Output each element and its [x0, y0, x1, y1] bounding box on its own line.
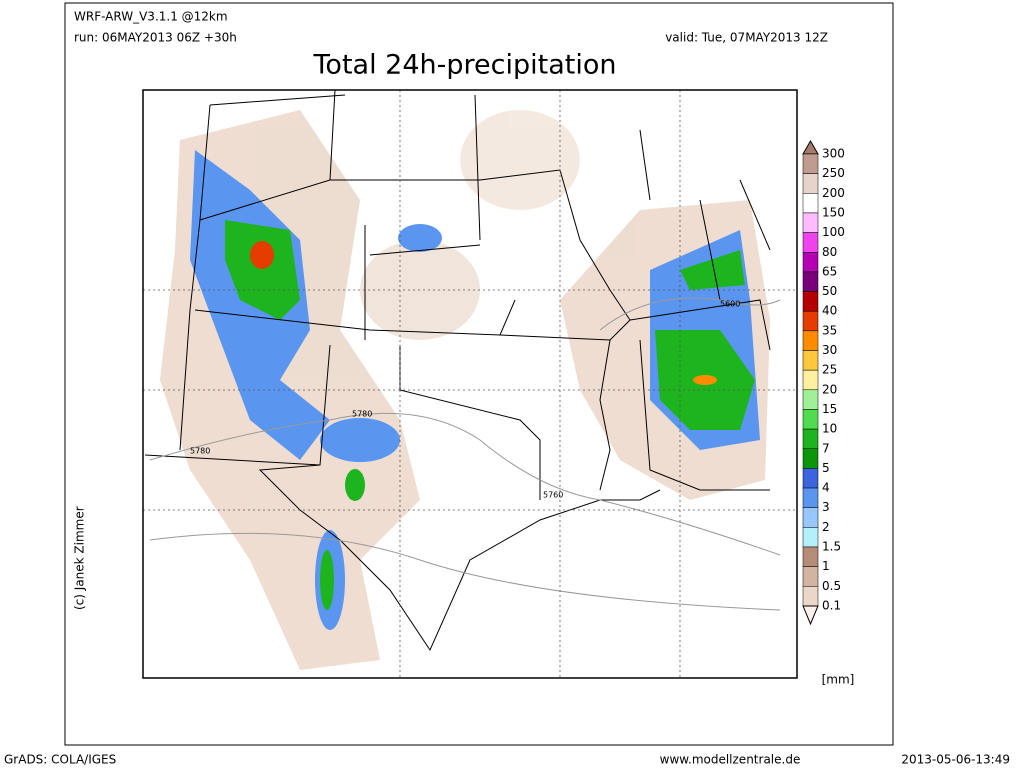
colorbar-box — [802, 527, 819, 548]
colorbar-box — [802, 468, 819, 489]
colorbar-label: 200 — [822, 186, 845, 200]
contour-label: 5780 — [190, 447, 210, 456]
credit: (c) Janek Zimmer — [73, 506, 87, 610]
colorbar-label: 300 — [822, 147, 845, 161]
colorbar-label: 50 — [822, 284, 837, 298]
colorbar-box — [802, 409, 819, 430]
colorbar-box — [802, 330, 819, 351]
footer-left: GrADS: COLA/IGES — [4, 753, 116, 767]
colorbar-box — [802, 428, 819, 450]
colorbar-label: 4 — [822, 481, 830, 495]
colorbar-box — [802, 389, 819, 410]
colorbar-label: 100 — [822, 225, 845, 239]
colorbar-bottom — [802, 605, 819, 626]
colorbar-box — [802, 212, 819, 233]
contour-label: 5760 — [543, 491, 563, 500]
colorbar-label: 3 — [822, 500, 830, 514]
colorbar-box — [802, 193, 819, 214]
colorbar-label: 35 — [822, 323, 837, 337]
colorbar-box — [802, 173, 819, 194]
colorbar-label: 7 — [822, 441, 830, 455]
colorbar-box — [802, 586, 819, 607]
colorbar-box — [802, 232, 819, 253]
contour-label: 5780 — [352, 410, 372, 419]
colorbar-label: 20 — [822, 382, 837, 396]
colorbar-label: 0.5 — [822, 579, 841, 593]
colorbar-label: 5 — [822, 461, 830, 475]
colorbar-label: 0.1 — [822, 598, 841, 612]
colorbar-box — [802, 310, 819, 332]
colorbar-box — [802, 369, 819, 391]
contours — [143, 90, 797, 678]
colorbar-label: 250 — [822, 166, 845, 180]
colorbar: 300 250 200 150 100 80 65 50 40 35 30 25 20 15 10 7 5 4 3 2… — [802, 139, 845, 626]
colorbar-box — [802, 153, 819, 174]
colorbar-label: 10 — [822, 422, 837, 436]
colorbar-label: 25 — [822, 363, 837, 377]
colorbar-label: 2 — [822, 520, 830, 534]
model-text: WRF-ARW_V3.1.1 @12km — [74, 10, 228, 24]
colorbar-box — [802, 566, 819, 587]
unit-label: [mm] — [822, 673, 855, 687]
colorbar-box — [802, 271, 819, 292]
colorbar-box — [802, 448, 819, 469]
colorbar-box — [802, 291, 819, 312]
map: 5780 5780 5760 5600 — [142, 89, 798, 679]
colorbar-box — [802, 507, 819, 528]
colorbar-label: 40 — [822, 304, 837, 318]
valid-text: valid: Tue, 07MAY2013 12Z — [665, 31, 828, 45]
footer-center: www.modellzentrale.de — [660, 753, 801, 767]
run-text: run: 06MAY2013 06Z +30h — [74, 31, 237, 45]
colorbar-label: 80 — [822, 245, 837, 259]
contour-label: 5600 — [720, 300, 740, 309]
colorbar-label: 65 — [822, 264, 837, 278]
frame — [64, 2, 894, 746]
colorbar-label: 30 — [822, 343, 837, 357]
colorbar-label: 15 — [822, 402, 837, 416]
colorbar-label: 1 — [822, 559, 830, 573]
colorbar-box — [802, 487, 819, 508]
colorbar-label: 150 — [822, 205, 845, 219]
colorbar-label: 1.5 — [822, 540, 841, 554]
footer-right: 2013-05-06-13:49 — [901, 753, 1010, 767]
title: Total 24h-precipitation — [313, 50, 617, 81]
colorbar-box — [802, 546, 819, 567]
colorbar-top — [802, 139, 819, 155]
colorbar-box — [802, 252, 819, 273]
colorbar-box — [802, 350, 819, 371]
